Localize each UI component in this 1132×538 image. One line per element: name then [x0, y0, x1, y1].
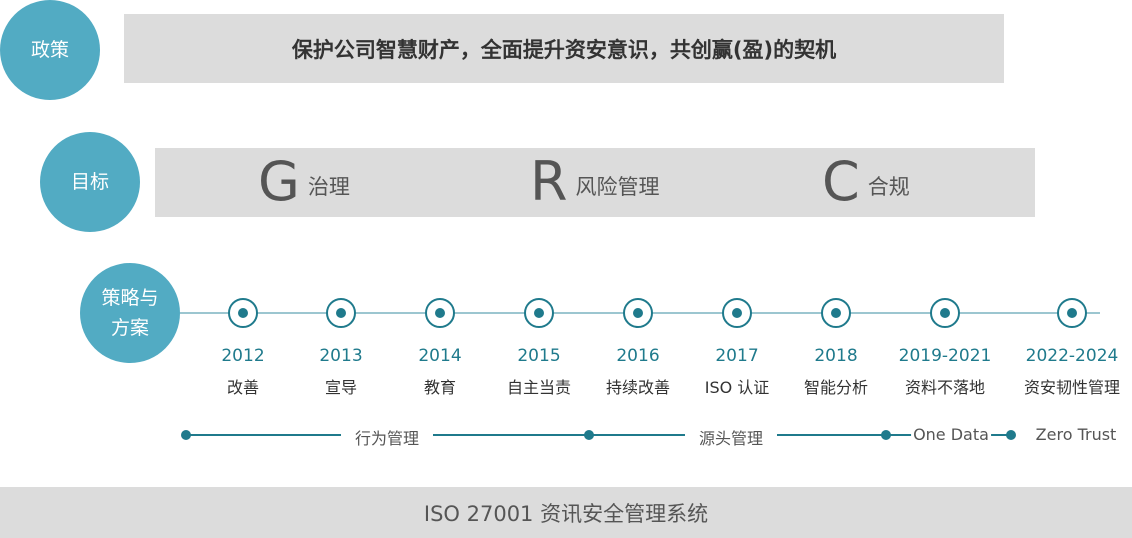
- milestone-node: [524, 298, 554, 328]
- goal-letter: G: [258, 150, 300, 213]
- goals-label-text: 目标: [70, 171, 109, 193]
- phase-dot: [881, 430, 891, 440]
- milestone-year: 2015: [517, 346, 561, 366]
- milestone-year: 2014: [418, 346, 462, 366]
- milestone-node: [425, 298, 455, 328]
- goal-governance: G 治理: [258, 150, 350, 213]
- milestone-year: 2022-2024: [1025, 346, 1119, 366]
- strategy-label: 策略与 方案: [80, 263, 180, 363]
- footer-text: ISO 27001 资讯安全管理系统: [423, 501, 709, 526]
- milestone-label: ISO 认证: [704, 378, 770, 397]
- goal-text: 风险管理: [575, 174, 660, 199]
- milestone-label: 教育: [423, 378, 457, 397]
- milestone-label: 自主当责: [506, 378, 572, 397]
- milestone-year: 2019-2021: [898, 346, 992, 366]
- milestone-year: 2018: [814, 346, 858, 366]
- milestone-node: [1057, 298, 1087, 328]
- goal-compliance: C 合规: [822, 150, 910, 213]
- milestone-node: [722, 298, 752, 328]
- phase-line: [186, 434, 1011, 436]
- milestone-node: [228, 298, 258, 328]
- policy-label: 政策: [0, 0, 100, 100]
- strategy-label-line: 方案: [110, 317, 149, 339]
- goal-text: 治理: [307, 174, 350, 199]
- phase-label: One Data: [911, 425, 991, 444]
- milestone-label: 持续改善: [605, 378, 671, 397]
- milestone-year: 2016: [616, 346, 660, 366]
- milestone-year: 2012: [221, 346, 265, 366]
- milestone-label: 资料不落地: [904, 378, 986, 397]
- phase-dot: [181, 430, 191, 440]
- milestone-node: [821, 298, 851, 328]
- milestone-node: [623, 298, 653, 328]
- milestone-label: 智能分析: [803, 378, 869, 397]
- goal-text: 合规: [867, 174, 910, 199]
- phase-label: 行为管理: [340, 425, 434, 449]
- milestone-year: 2017: [715, 346, 759, 366]
- strategy-label-line: 策略与: [101, 287, 159, 309]
- milestone-node: [326, 298, 356, 328]
- policy-text: 保护公司智慧财产，全面提升资安意识，共创赢(盈)的契机: [291, 37, 837, 62]
- phase-dot: [584, 430, 594, 440]
- milestone-label: 资安韧性管理: [1023, 378, 1121, 397]
- milestone-year: 2013: [319, 346, 363, 366]
- goals-label: 目标: [40, 132, 140, 232]
- phase-label: 源头管理: [684, 425, 778, 449]
- goal-risk: R 风险管理: [530, 150, 660, 213]
- milestone-node: [930, 298, 960, 328]
- policy-banner: 保护公司智慧财产，全面提升资安意识，共创赢(盈)的契机: [124, 14, 1004, 83]
- phase-dot: [1006, 430, 1016, 440]
- policy-label-text: 政策: [30, 39, 69, 61]
- goal-letter: C: [822, 150, 860, 213]
- goal-letter: R: [530, 150, 568, 213]
- phase-label: Zero Trust: [1029, 425, 1123, 444]
- milestone-label: 改善: [226, 378, 260, 397]
- footer-bar: ISO 27001 资讯安全管理系统: [0, 487, 1132, 538]
- goals-banner: [155, 148, 1035, 217]
- milestone-label: 宣导: [324, 378, 358, 397]
